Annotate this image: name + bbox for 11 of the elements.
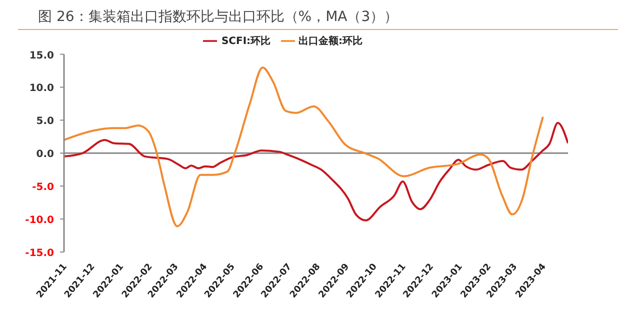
y-tick-label: -5.0: [32, 182, 54, 194]
y-tick-label: 0.0: [36, 149, 54, 160]
y-tick-label: -10.0: [25, 215, 54, 226]
legend-label: 出口金额:环比: [298, 36, 363, 47]
y-tick-label: -15.0: [25, 248, 54, 259]
y-tick-label: 5.0: [36, 116, 54, 128]
legend-label: SCFI:环比: [221, 36, 271, 47]
chart-title: 图 26：集装箱出口指数环比与出口环比（%，MA（3））: [18, 8, 618, 30]
line-series: [64, 66, 544, 228]
y-tick-label: 15.0: [29, 50, 54, 62]
y-tick-label: 10.0: [29, 83, 54, 94]
